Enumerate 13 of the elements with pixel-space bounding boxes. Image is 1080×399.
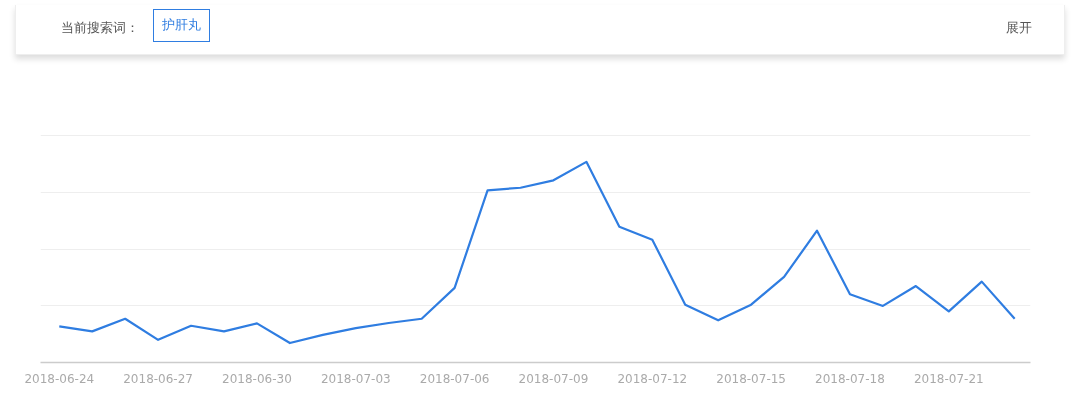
x-tick-label: 2018-07-15 — [716, 371, 787, 386]
x-tick-label: 2018-07-21 — [913, 371, 984, 386]
text: 当前搜索词： — [61, 19, 139, 37]
x-tick-label: 2018-06-27 — [123, 371, 193, 386]
x-tick-label: 2018-07-12 — [617, 371, 688, 386]
text: 展开 — [1006, 19, 1032, 37]
x-tick-label: 2018-07-18 — [815, 371, 885, 386]
x-tick-label: 2018-07-09 — [518, 371, 589, 386]
x-tick-label: 2018-06-24 — [24, 371, 95, 386]
text: 护肝丸 — [153, 9, 210, 42]
x-tick-label: 2018-07-03 — [320, 371, 391, 386]
x-tick-label: 2018-06-30 — [222, 371, 292, 386]
x-tick-label: 2018-07-06 — [419, 371, 490, 386]
